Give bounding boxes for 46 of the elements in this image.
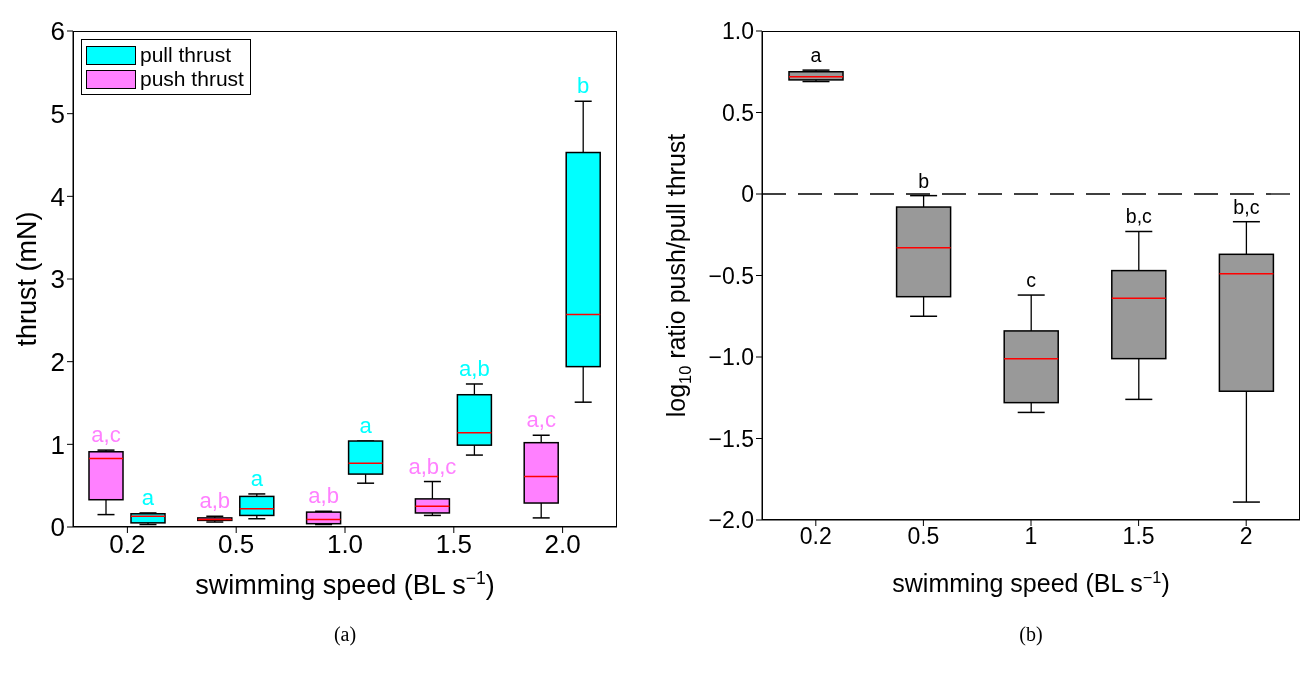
y-tick-label: 1.0 bbox=[722, 18, 754, 45]
y-tick-label: 5 bbox=[50, 98, 65, 129]
text: a,b bbox=[459, 355, 490, 381]
text: c bbox=[1026, 269, 1037, 292]
y-tick-label: −1.0 bbox=[708, 344, 754, 371]
y-tick-label: 2 bbox=[50, 346, 65, 377]
y-tick-label: 3 bbox=[50, 264, 65, 295]
text: a,c bbox=[91, 422, 121, 448]
y-tick-label: −1.5 bbox=[708, 425, 754, 452]
text: b bbox=[577, 73, 590, 99]
x-tick-label: 1.5 bbox=[1122, 523, 1155, 550]
x-tick-label: 0.2 bbox=[799, 523, 832, 550]
text: a,c bbox=[526, 407, 556, 433]
text: (a) bbox=[332, 623, 358, 646]
text: b bbox=[918, 169, 930, 192]
x-tick-label: 0.5 bbox=[907, 523, 940, 550]
text: a,b bbox=[199, 488, 231, 514]
x-tick-label: 1 bbox=[1024, 523, 1038, 550]
text: a bbox=[141, 484, 155, 510]
text: a bbox=[810, 44, 822, 67]
y-tick-label: −0.5 bbox=[708, 262, 754, 289]
text: a bbox=[250, 465, 263, 491]
y-tick-label: 0 bbox=[741, 181, 754, 208]
legend-label: pull thrust bbox=[140, 43, 232, 67]
text: b,c bbox=[1125, 205, 1152, 228]
y-tick-label: −2.0 bbox=[708, 507, 754, 534]
text: a bbox=[359, 413, 372, 439]
x-tick-label: 1.5 bbox=[435, 529, 472, 560]
y-tick-label: 6 bbox=[50, 16, 65, 47]
legend-label: push thrust bbox=[140, 67, 244, 91]
y-tick-label: 0.5 bbox=[722, 99, 754, 126]
text: a,b,c bbox=[408, 453, 457, 479]
y-tick-label: 0 bbox=[50, 512, 65, 543]
x-tick-label: 2 bbox=[1239, 523, 1253, 550]
text: a,b bbox=[308, 483, 339, 509]
y-tick-label: 1 bbox=[50, 429, 65, 460]
y-tick-label: 4 bbox=[50, 181, 65, 212]
x-tick-label: 2.0 bbox=[544, 529, 581, 560]
y-axis-title: thrust (mN) bbox=[12, 211, 42, 347]
text: (b) bbox=[1018, 623, 1044, 646]
x-axis-title: swimming speed (BL s$^{−1}$) bbox=[195, 568, 495, 600]
x-tick-label: 1.0 bbox=[326, 529, 364, 560]
x-tick-label: 0.2 bbox=[109, 529, 146, 560]
x-axis-title: swimming speed (BL s$^{−1}$) bbox=[892, 568, 1170, 597]
text: b,c bbox=[1233, 195, 1260, 218]
x-tick-label: 0.5 bbox=[218, 529, 255, 560]
